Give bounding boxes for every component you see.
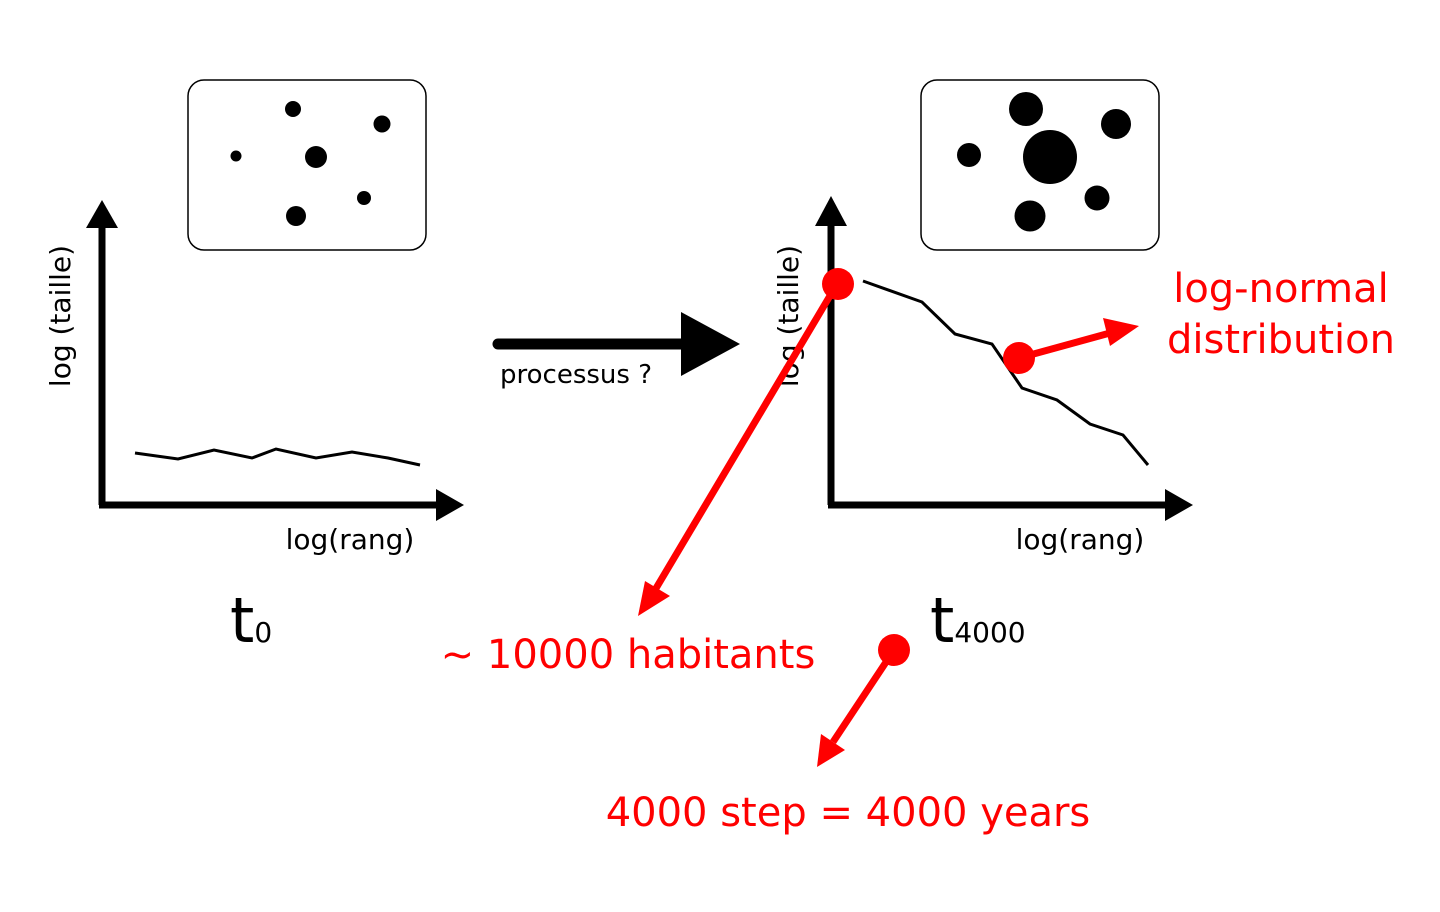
right-settlement-dots xyxy=(957,92,1131,232)
left-x-axis-label: log(rang) xyxy=(286,523,415,556)
habitants-label: ~ 10000 habitants xyxy=(441,632,816,678)
right-y-axis-arrowhead xyxy=(815,196,847,226)
settlement-dot xyxy=(1023,130,1077,184)
left-settlement-dots xyxy=(230,101,391,226)
left-settlement-map xyxy=(187,79,427,251)
settlement-dot xyxy=(286,206,306,226)
settlement-dot xyxy=(285,101,301,117)
left-rank-size-curve xyxy=(134,447,421,467)
settlement-dot xyxy=(1101,109,1131,139)
settlement-dot xyxy=(373,115,391,133)
habitants-pointer-head xyxy=(638,581,670,616)
left-time-base: t xyxy=(230,584,254,657)
left-x-axis-arrowhead xyxy=(436,489,464,521)
right-time-base: t xyxy=(930,584,954,657)
habitants-pointer-dot xyxy=(822,268,854,300)
left-time-label: t0 xyxy=(230,584,272,657)
lognormal-pointer-head xyxy=(1103,318,1139,346)
right-panel: log (taille) log(rang) t4000 xyxy=(772,79,1193,657)
right-x-axis-arrowhead xyxy=(1165,489,1193,521)
settlement-dot xyxy=(305,146,327,168)
steps-pointer-head xyxy=(817,734,845,767)
settlement-dot xyxy=(230,150,242,162)
lognormal-pointer-dot xyxy=(1003,342,1035,374)
process-arrow-label: processus ? xyxy=(500,360,652,390)
settlement-dot xyxy=(1009,92,1043,126)
process-arrow-head xyxy=(681,312,740,376)
annotation-texts: log-normal distribution ~ 10000 habitant… xyxy=(441,266,1395,836)
left-panel: log (taille) log(rang) t0 xyxy=(44,79,464,657)
steps-pointer-dot xyxy=(878,634,910,666)
lognormal-label-line2: distribution xyxy=(1167,317,1395,363)
annotations xyxy=(638,268,1139,767)
right-time-subscript: 4000 xyxy=(954,616,1025,649)
steps-pointer-line xyxy=(830,648,897,744)
settlement-dot xyxy=(957,143,981,167)
steps-label: 4000 step = 4000 years xyxy=(606,790,1091,836)
settlement-dot xyxy=(1014,200,1046,232)
left-time-subscript: 0 xyxy=(254,616,272,649)
settlement-dot xyxy=(1084,185,1110,211)
right-rank-size-curve xyxy=(862,279,1150,466)
settlement-dot xyxy=(357,191,371,205)
right-time-label: t4000 xyxy=(930,584,1026,657)
left-y-axis-label: log (taille) xyxy=(44,245,77,387)
process-arrow: processus ? xyxy=(492,312,740,390)
habitants-pointer-line xyxy=(651,282,841,592)
left-y-axis-arrowhead xyxy=(86,200,118,228)
lognormal-label-line1: log-normal xyxy=(1173,266,1389,312)
right-x-axis-label: log(rang) xyxy=(1016,523,1145,556)
